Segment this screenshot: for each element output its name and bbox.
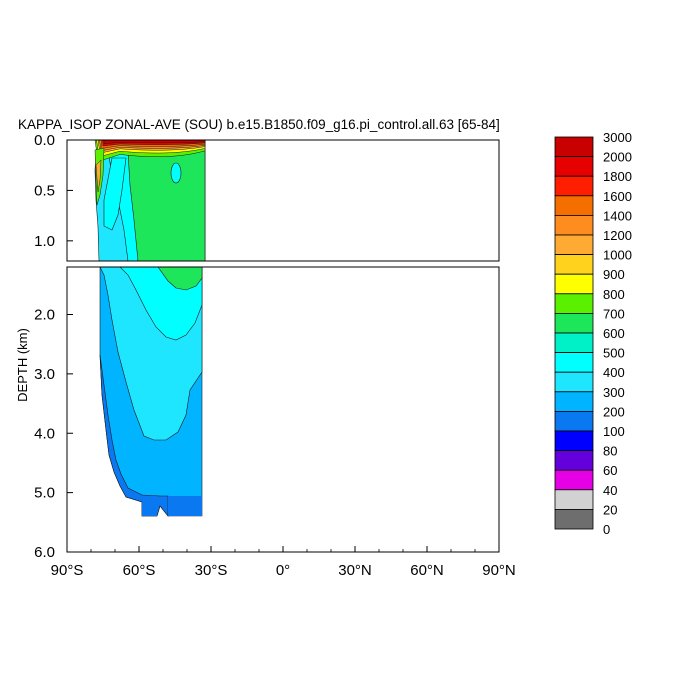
x-tick-label: 30°N [338,562,372,579]
colorbar-label: 500 [603,346,625,361]
x-tick-label: 90°S [51,562,84,579]
y-tick-label: 0.5 [34,182,55,199]
y-tick-label: 1.0 [34,233,55,250]
field-core [127,149,206,261]
lower-panel-field [99,267,203,517]
chart-title: KAPPA_ISOP ZONAL-AVE (SOU) b.e15.B1850.f… [18,117,500,132]
colorbar: 3000200018001600140012001000900800700600… [554,130,632,537]
field-abyssal-edge [99,354,169,517]
colorbar-label: 800 [603,287,625,302]
y-tick-label: 3.0 [34,366,55,383]
field-upper-tongue [103,157,127,231]
colorbar-label: 2000 [603,150,632,165]
colorbar-swatch [554,332,594,354]
y-tick-label: 6.0 [34,544,55,561]
colorbar-label: 1200 [603,228,632,243]
x-tick-label: 60°S [123,562,156,579]
colorbar-swatch [554,469,594,491]
x-tick-label: 0° [276,562,290,579]
colorbar-swatch [554,508,594,530]
colorbar-swatch [554,136,594,158]
colorbar-swatch [554,391,594,412]
y-axis-label: DEPTH (km) [15,328,30,402]
colorbar-label: 400 [603,365,625,380]
x-tick-label: 90°N [482,562,516,579]
colorbar-label: 3000 [603,130,632,145]
colorbar-swatch [554,293,594,314]
colorbar-swatch [554,410,594,432]
field-west-wedge [95,159,102,193]
colorbar-label: 1000 [603,248,632,263]
field-upper-cell [170,162,182,184]
x-tick-label: 60°N [410,562,444,579]
upper-panel-frame [66,139,500,262]
colorbar-swatch [554,273,594,295]
y-tick-label: 5.0 [34,485,55,502]
colorbar-label: 40 [603,483,617,498]
colorbar-swatch [554,234,594,256]
colorbar-label: 600 [603,326,625,341]
y-tick-label: 4.0 [34,425,55,442]
field-surface-band [103,140,206,144]
colorbar-label: 700 [603,306,625,321]
upper-panel-field [94,140,206,261]
colorbar-label: 300 [603,385,625,400]
colorbar-swatch [554,430,594,452]
y-tick-label: 2.0 [34,307,55,324]
colorbar-label: 20 [603,502,617,517]
y-axis: 0.0 0.5 1.0 2.0 3.0 4.0 5.0 6.0 [34,132,73,561]
colorbar-swatch [554,214,594,236]
colorbar-label: 60 [603,463,617,478]
y-tick-label: 0.0 [34,132,55,149]
colorbar-label: 100 [603,424,625,439]
colorbar-swatch [554,156,594,177]
colorbar-swatch [554,450,594,471]
colorbar-label: 1600 [603,189,632,204]
colorbar-swatch [554,371,594,393]
colorbar-label: 80 [603,444,617,459]
field-core [157,267,203,291]
colorbar-swatch [554,254,594,275]
colorbar-swatch [554,175,594,197]
colorbar-swatch [554,489,594,510]
colorbar-label: 1400 [603,208,632,223]
x-axis: 90°S 60°S 30°S 0° 30°N 60°N 90°N [51,546,516,579]
field-bottom-step [168,496,202,516]
colorbar-label: 0 [603,522,610,537]
colorbar-swatch [554,195,594,216]
field-bottom-step [142,502,157,516]
colorbar-label: 1800 [603,169,632,184]
colorbar-label: 900 [603,267,625,282]
colorbar-label: 200 [603,404,625,419]
x-tick-label: 30°S [195,562,228,579]
colorbar-swatch [554,312,594,334]
colorbar-swatch [554,352,594,373]
